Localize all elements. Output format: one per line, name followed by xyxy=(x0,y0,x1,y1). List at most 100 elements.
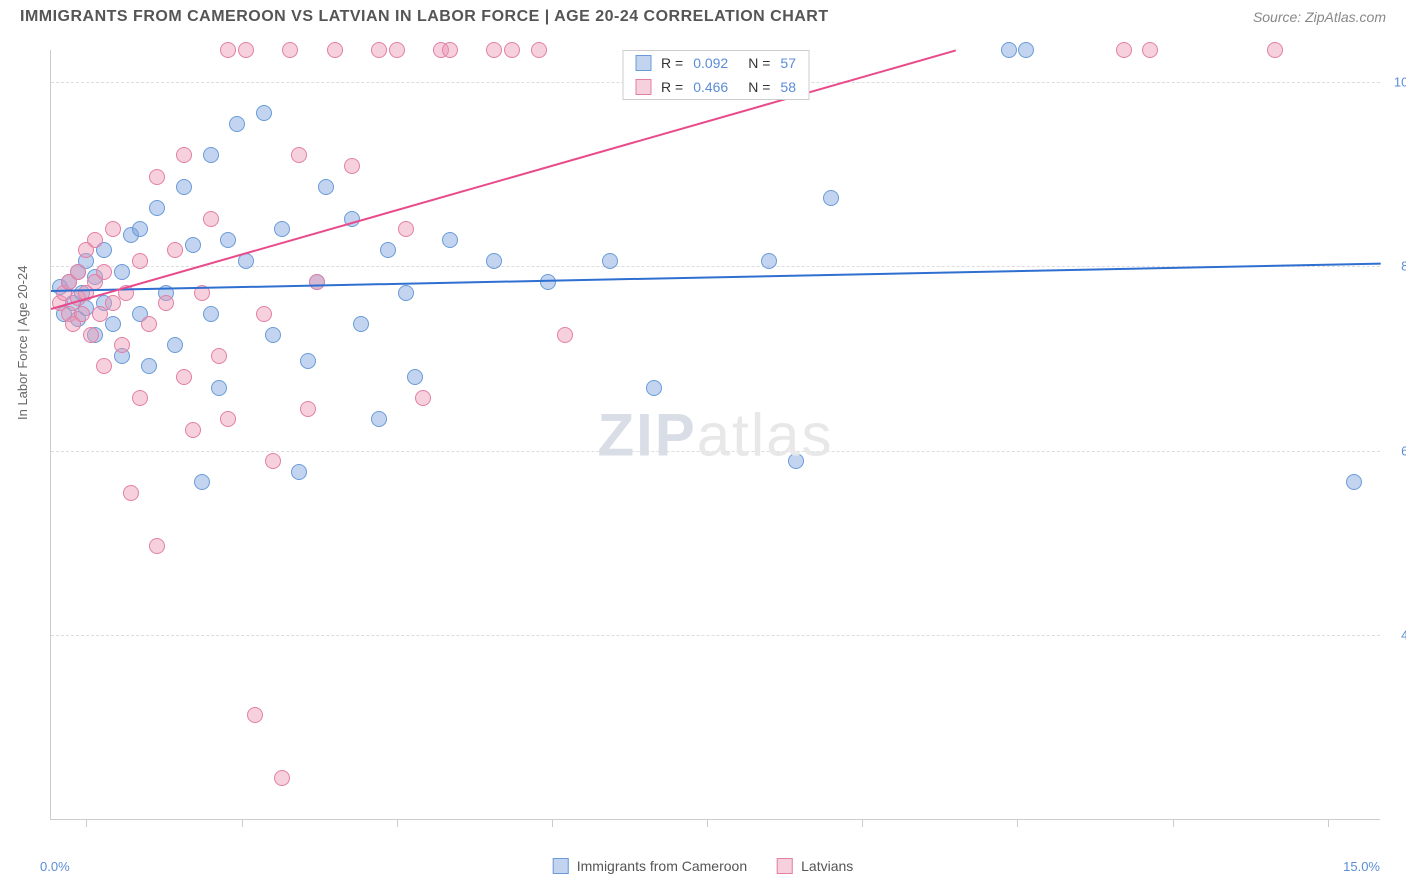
y-tick-label: 65.0% xyxy=(1401,443,1406,458)
legend-item: Immigrants from Cameroon xyxy=(553,858,747,874)
data-point xyxy=(149,169,165,185)
data-point xyxy=(203,306,219,322)
data-point xyxy=(141,358,157,374)
legend-row: R =0.466N =58 xyxy=(623,75,808,99)
legend-r-value: 0.466 xyxy=(693,79,728,95)
data-point xyxy=(291,147,307,163)
data-point xyxy=(531,42,547,58)
data-point xyxy=(540,274,556,290)
x-tick xyxy=(552,819,553,827)
chart-title: IMMIGRANTS FROM CAMEROON VS LATVIAN IN L… xyxy=(20,8,829,26)
data-point xyxy=(1346,474,1362,490)
data-point xyxy=(1018,42,1034,58)
data-point xyxy=(486,253,502,269)
legend-n-value: 58 xyxy=(780,79,796,95)
data-point xyxy=(211,348,227,364)
y-tick-label: 47.5% xyxy=(1401,628,1406,643)
data-point xyxy=(194,474,210,490)
data-point xyxy=(238,42,254,58)
legend-r-value: 0.092 xyxy=(693,55,728,71)
data-point xyxy=(176,147,192,163)
data-point xyxy=(415,390,431,406)
data-point xyxy=(256,306,272,322)
x-tick xyxy=(86,819,87,827)
data-point xyxy=(300,401,316,417)
data-point xyxy=(220,42,236,58)
data-point xyxy=(300,353,316,369)
legend-label: Immigrants from Cameroon xyxy=(577,858,747,874)
data-point xyxy=(96,264,112,280)
legend-swatch xyxy=(635,55,651,71)
data-point xyxy=(1267,42,1283,58)
x-axis-max-label: 15.0% xyxy=(1343,859,1380,874)
data-point xyxy=(389,42,405,58)
data-point xyxy=(158,295,174,311)
data-point xyxy=(318,179,334,195)
x-tick xyxy=(242,819,243,827)
legend-row: R =0.092N =57 xyxy=(623,51,808,75)
data-point xyxy=(105,316,121,332)
data-point xyxy=(87,232,103,248)
data-point xyxy=(229,116,245,132)
chart-plot-area: ZIPatlas R =0.092N =57R =0.466N =58 47.5… xyxy=(50,50,1380,820)
data-point xyxy=(1116,42,1132,58)
data-point xyxy=(291,464,307,480)
x-tick xyxy=(707,819,708,827)
data-point xyxy=(486,42,502,58)
data-point xyxy=(344,158,360,174)
data-point xyxy=(132,253,148,269)
data-point xyxy=(132,390,148,406)
data-point xyxy=(176,179,192,195)
x-tick xyxy=(397,819,398,827)
x-tick xyxy=(1328,819,1329,827)
data-point xyxy=(442,232,458,248)
data-point xyxy=(504,42,520,58)
data-point xyxy=(256,105,272,121)
y-axis-label: In Labor Force | Age 20-24 xyxy=(15,266,30,420)
legend-label: Latvians xyxy=(801,858,853,874)
data-point xyxy=(371,42,387,58)
data-point xyxy=(74,306,90,322)
data-point xyxy=(557,327,573,343)
data-point xyxy=(132,221,148,237)
data-point xyxy=(167,242,183,258)
gridline xyxy=(51,635,1380,636)
y-tick-label: 100.0% xyxy=(1394,74,1406,89)
data-point xyxy=(380,242,396,258)
legend-r-label: R = xyxy=(661,55,683,71)
data-point xyxy=(114,337,130,353)
y-tick-label: 82.5% xyxy=(1401,259,1406,274)
data-point xyxy=(371,411,387,427)
data-point xyxy=(761,253,777,269)
series-legend: Immigrants from Cameroon Latvians xyxy=(553,858,854,874)
data-point xyxy=(203,147,219,163)
data-point xyxy=(123,485,139,501)
data-point xyxy=(185,422,201,438)
data-point xyxy=(83,327,99,343)
x-tick xyxy=(1017,819,1018,827)
data-point xyxy=(141,316,157,332)
x-tick xyxy=(862,819,863,827)
data-point xyxy=(1001,42,1017,58)
legend-swatch xyxy=(777,858,793,874)
data-point xyxy=(211,380,227,396)
x-tick xyxy=(1173,819,1174,827)
correlation-legend: R =0.092N =57R =0.466N =58 xyxy=(622,50,809,100)
legend-item: Latvians xyxy=(777,858,853,874)
data-point xyxy=(274,221,290,237)
data-point xyxy=(114,264,130,280)
data-point xyxy=(176,369,192,385)
x-axis-min-label: 0.0% xyxy=(40,859,70,874)
data-point xyxy=(602,253,618,269)
data-point xyxy=(149,200,165,216)
legend-n-label: N = xyxy=(748,55,770,71)
data-point xyxy=(185,237,201,253)
legend-swatch xyxy=(553,858,569,874)
data-point xyxy=(105,295,121,311)
data-point xyxy=(70,264,86,280)
data-point xyxy=(788,453,804,469)
data-point xyxy=(327,42,343,58)
data-point xyxy=(823,190,839,206)
data-point xyxy=(646,380,662,396)
data-point xyxy=(282,42,298,58)
